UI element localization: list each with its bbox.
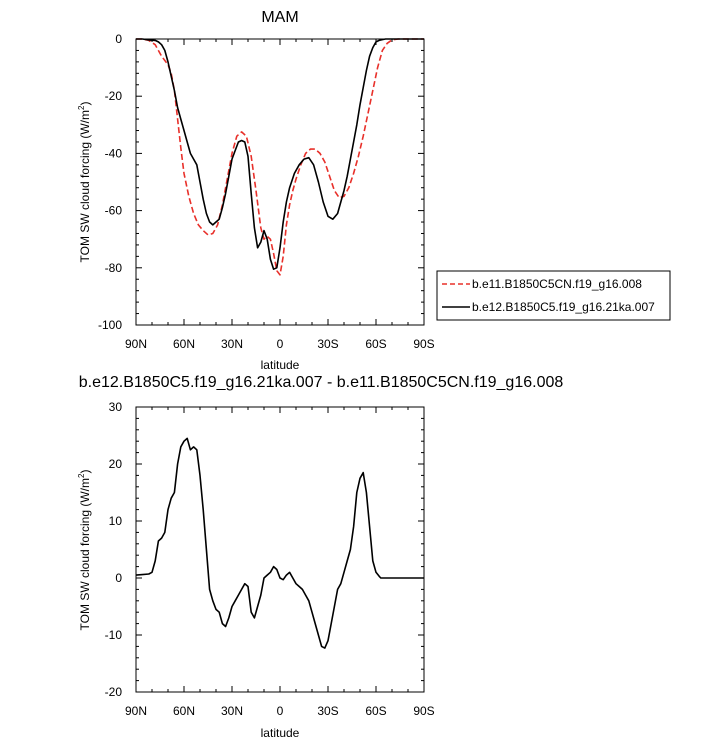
top-legend: b.e11.B1850C5CN.f19_g16.008 b.e12.B1850C…: [436, 270, 671, 321]
top-y-axis-label-main: TOM SW cloud forcing (W/m: [78, 110, 92, 262]
y-tick-label: 30: [109, 400, 123, 414]
bottom-x-axis-label: latitude: [261, 726, 300, 740]
top-legend-box: [436, 270, 671, 321]
top-x-tick-labels: 90N 60N 30N 0 30S 60S 90S: [125, 337, 435, 351]
top-chart: MAM 0-20-40-60-80-100 90N 60N 30N 0 30S 60S 90…: [77, 9, 671, 372]
series-line-1: [136, 38, 424, 276]
x-tick-label: 90S: [413, 337, 434, 351]
x-tick-label: 60S: [365, 704, 386, 718]
y-tick-label: -20: [105, 89, 123, 103]
x-tick-label: 90N: [125, 337, 147, 351]
top-x-axis-label: latitude: [261, 358, 300, 372]
top-y-tick-labels: 0 -20 -40 -60 -80 -100: [98, 32, 122, 332]
legend-label-series-1: b.e11.B1850C5CN.f19_g16.008: [472, 277, 642, 291]
y-tick-label: 0: [115, 32, 122, 46]
x-tick-label: 30S: [317, 337, 338, 351]
bottom-chart: b.e12.B1850C5.f19_g16.21ka.007 - b.e11.B…: [77, 374, 563, 740]
bottom-y-tick-labels: 30 20 10 0 -10 -20: [105, 400, 123, 699]
x-tick-label: 30N: [221, 337, 243, 351]
y-tick-label: -100: [98, 318, 122, 332]
x-tick-label: 30N: [221, 704, 243, 718]
x-tick-label: 90N: [125, 704, 147, 718]
bottom-plot-frame: [135, 406, 425, 693]
x-tick-label: 0: [277, 337, 284, 351]
y-tick-label: -10: [105, 628, 123, 642]
y-tick-label: -80: [105, 261, 123, 275]
bottom-y-axis-label-tail: ): [78, 470, 92, 474]
bottom-y-axis-label-sup: 2: [77, 473, 86, 478]
y-tick-label: -60: [105, 204, 123, 218]
y-tick-label: 10: [109, 514, 123, 528]
y-tick-label: -20: [105, 685, 123, 699]
x-tick-label: 60S: [365, 337, 386, 351]
series-line-1: [135, 437, 424, 649]
y-tick-label: -40: [105, 146, 123, 160]
x-tick-label: 60N: [173, 704, 195, 718]
x-tick-label: 0: [277, 704, 284, 718]
x-tick-label: 60N: [173, 337, 195, 351]
top-chart-title: MAM: [261, 9, 298, 26]
bottom-plot-area: [135, 437, 424, 649]
bottom-y-axis-label: TOM SW cloud forcing (W/m2): [77, 470, 92, 631]
top-y-axis-label-tail: ): [78, 102, 92, 106]
top-plot-frame: [135, 38, 425, 326]
top-plot-area: [136, 38, 424, 276]
legend-label-series-2: b.e12.B1850C5.f19_g16.21ka.007: [472, 300, 655, 314]
bottom-x-tick-labels: 90N 60N 30N 0 30S 60S 90S: [125, 704, 435, 718]
bottom-y-axis-label-main: TOM SW cloud forcing (W/m: [78, 478, 92, 630]
y-tick-label: 20: [109, 457, 123, 471]
bottom-axis-ticks: [135, 406, 425, 693]
series-line-2: [136, 38, 424, 271]
top-y-axis-label: TOM SW cloud forcing (W/m2): [77, 102, 92, 263]
top-axis-ticks: [135, 38, 425, 326]
x-tick-label: 90S: [413, 704, 434, 718]
x-tick-label: 30S: [317, 704, 338, 718]
top-y-axis-label-sup: 2: [77, 105, 86, 110]
bottom-chart-title: b.e12.B1850C5.f19_g16.21ka.007 - b.e11.B…: [79, 374, 564, 391]
y-tick-label: 0: [115, 571, 122, 585]
